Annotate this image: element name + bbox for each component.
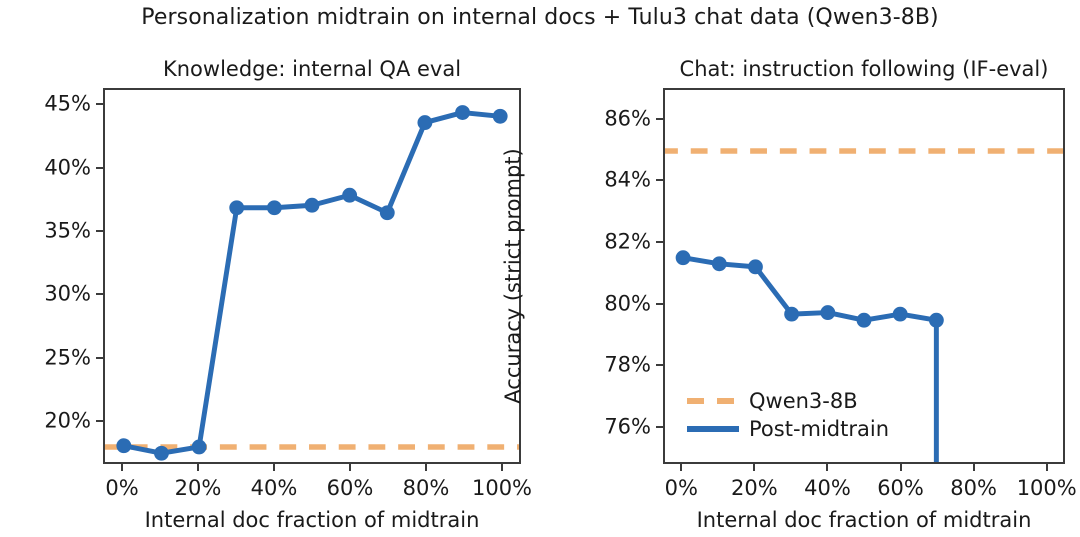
data-point bbox=[455, 105, 470, 120]
x-tick-mark bbox=[501, 464, 503, 471]
plot-clip-chat bbox=[665, 90, 1063, 462]
y-tick-mark bbox=[656, 241, 663, 244]
figure-suptitle: Personalization midtrain on internal doc… bbox=[141, 5, 939, 30]
y-tick-mark bbox=[656, 179, 663, 182]
x-axis-label-knowledge: Internal doc fraction of midtrain bbox=[144, 508, 480, 532]
series-line-post-midtrain bbox=[121, 110, 503, 456]
x-tick-label: 40% bbox=[250, 476, 298, 500]
y-tick-mark bbox=[656, 364, 663, 367]
y-tick-mark bbox=[96, 230, 103, 233]
legend-label-qwen3-8b: Qwen3-8B bbox=[749, 389, 858, 413]
x-tick-label: 100% bbox=[1016, 476, 1077, 500]
series-canvas-knowledge bbox=[105, 105, 519, 461]
legend-label-post-midtrain: Post-midtrain bbox=[749, 417, 890, 441]
y-tick-mark bbox=[96, 293, 103, 296]
x-axis-label-chat: Internal doc fraction of midtrain bbox=[696, 508, 1032, 532]
y-tick-mark bbox=[96, 356, 103, 359]
y-tick-mark bbox=[96, 419, 103, 422]
subplot-title-knowledge: Knowledge: internal QA eval bbox=[162, 57, 462, 81]
legend-chat: Qwen3-8B Post-midtrain bbox=[687, 390, 889, 440]
y-tick-label: 25% bbox=[44, 345, 91, 370]
data-point bbox=[856, 312, 872, 328]
data-point bbox=[154, 445, 169, 461]
data-point bbox=[342, 187, 358, 203]
x-tick-mark bbox=[197, 464, 199, 471]
x-tick-label: 0% bbox=[105, 476, 139, 500]
y-tick-label: 86% bbox=[604, 106, 651, 131]
y-tick-label: 45% bbox=[44, 91, 91, 116]
y-tick-label: 84% bbox=[604, 167, 651, 192]
y-tick-label: 30% bbox=[44, 281, 91, 306]
subplot-title-chat: Chat: instruction following (IF-eval) bbox=[679, 57, 1049, 81]
y-tick-label: 82% bbox=[604, 229, 651, 254]
data-point bbox=[492, 108, 508, 124]
y-tick-mark bbox=[656, 117, 663, 120]
data-point bbox=[379, 205, 395, 221]
data-point bbox=[784, 306, 800, 322]
plot-area-chat: Qwen3-8B Post-midtrain bbox=[663, 88, 1065, 464]
x-tick-label: 80% bbox=[402, 476, 450, 500]
data-point bbox=[892, 306, 908, 322]
x-tick-mark bbox=[680, 464, 683, 471]
data-point bbox=[928, 312, 944, 328]
y-tick-mark bbox=[656, 302, 663, 305]
series-canvas-chat bbox=[665, 148, 1063, 462]
x-tick-mark bbox=[1045, 464, 1048, 471]
subplot-knowledge: Knowledge: internal QA eval 20% 25% 30% 35%… bbox=[44, 57, 533, 532]
x-tick-mark bbox=[753, 464, 756, 471]
y-tick-label: 80% bbox=[604, 291, 651, 316]
y-tick-mark bbox=[96, 103, 103, 106]
y-tick-label: 35% bbox=[44, 218, 91, 243]
x-tick-mark bbox=[972, 464, 975, 471]
x-tick-label: 100% bbox=[471, 476, 533, 500]
x-tick-label: 60% bbox=[326, 476, 374, 500]
x-tick-mark bbox=[273, 464, 275, 471]
plot-clip-knowledge bbox=[105, 90, 519, 462]
x-tick-mark bbox=[826, 464, 829, 471]
y-tick-mark bbox=[96, 166, 103, 169]
data-point bbox=[711, 256, 727, 272]
x-tick-label: 20% bbox=[731, 476, 778, 500]
y-tick-label: 40% bbox=[44, 155, 91, 180]
x-tick-mark bbox=[425, 464, 427, 471]
data-point bbox=[191, 439, 207, 455]
y-tick-label: 78% bbox=[604, 352, 651, 377]
x-tick-label: 20% bbox=[174, 476, 222, 500]
subplot-chat: Chat: instruction following (IF-eval) Qw… bbox=[501, 0, 1080, 537]
data-point bbox=[820, 305, 836, 321]
x-tick-label: 60% bbox=[877, 476, 924, 500]
data-point bbox=[304, 197, 320, 213]
x-tick-label: 0% bbox=[664, 476, 698, 500]
data-point bbox=[675, 250, 691, 266]
data-point bbox=[229, 200, 245, 216]
data-point bbox=[116, 438, 132, 454]
y-tick-mark bbox=[656, 426, 663, 429]
legend-item-qwen3-8b[interactable]: Qwen3-8B bbox=[687, 390, 889, 412]
y-tick-label: 76% bbox=[604, 414, 651, 439]
data-point bbox=[748, 259, 763, 275]
data-point bbox=[266, 200, 282, 216]
x-tick-mark bbox=[121, 464, 123, 471]
x-tick-mark bbox=[899, 464, 902, 471]
data-point bbox=[417, 115, 433, 130]
legend-item-post-midtrain[interactable]: Post-midtrain bbox=[687, 418, 889, 440]
x-tick-mark bbox=[349, 464, 351, 471]
x-tick-label: 80% bbox=[950, 476, 997, 500]
x-tick-label: 40% bbox=[804, 476, 851, 500]
y-axis-label-chat: Accuracy (strict prompt) bbox=[501, 148, 525, 404]
y-tick-label: 20% bbox=[44, 408, 91, 433]
plot-area-knowledge bbox=[103, 88, 521, 464]
